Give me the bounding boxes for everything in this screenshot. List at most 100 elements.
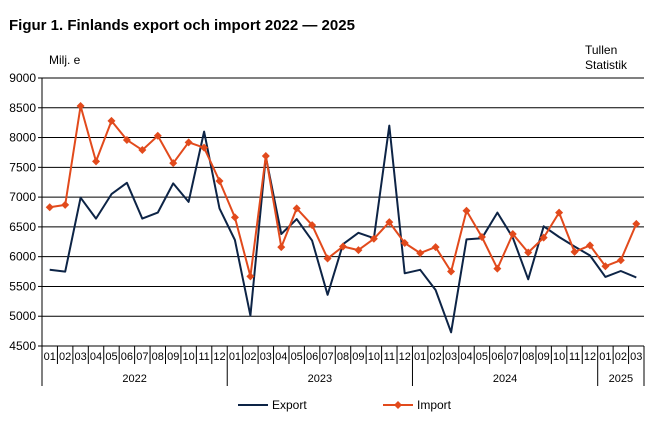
- x-tick-label: 08: [152, 351, 164, 363]
- data-point-import: [76, 101, 85, 110]
- x-tick-label: 08: [522, 351, 534, 363]
- data-point-import: [153, 131, 162, 140]
- x-tick-label: 01: [44, 351, 56, 363]
- legend-label-import: Import: [417, 398, 452, 412]
- x-tick-label: 03: [630, 351, 642, 363]
- data-point-import: [339, 242, 347, 251]
- source-line-2: Statistik: [585, 58, 628, 72]
- grid-lines: [42, 77, 644, 317]
- series-line-import: [49, 105, 638, 278]
- x-tick-label: 05: [291, 351, 303, 363]
- source-line-1: Tullen: [585, 43, 618, 57]
- series-group: [45, 101, 641, 334]
- chart-title: Figur 1. Finlands export och import 2022…: [9, 17, 355, 34]
- data-point-import: [601, 262, 610, 271]
- x-tick-label: 07: [136, 351, 148, 363]
- data-point-import: [508, 230, 517, 239]
- x-tick-label: 02: [615, 351, 627, 363]
- x-tick-label: 07: [507, 351, 519, 363]
- x-tick-label: 10: [183, 351, 195, 363]
- legend: Export Import: [238, 398, 452, 412]
- x-tick-label: 11: [569, 351, 580, 363]
- data-point-import: [400, 238, 409, 247]
- data-point-import: [215, 177, 224, 186]
- x-tick-label: 08: [337, 351, 349, 363]
- y-tick-label: 5500: [9, 279, 36, 293]
- y-axis-ticks: 4500 5000 5500 6000 6500 7000 7500 8000 8500 9000: [9, 71, 42, 353]
- data-point-import: [261, 152, 270, 161]
- y-tick-label: 9000: [9, 71, 36, 85]
- x-tick-label: 01: [599, 351, 611, 363]
- data-point-import: [632, 219, 641, 228]
- data-point-import: [493, 264, 502, 273]
- y-tick-label: 7000: [9, 190, 36, 204]
- x-tick-label: 09: [352, 351, 364, 363]
- y-tick-label: 6000: [9, 250, 36, 264]
- x-tick-label: 03: [260, 351, 272, 363]
- x-axis-ticks: 01 02 03 04 05 06 07 08 09 10 11 12 01 02 03 04 05 06 07 08…: [41, 346, 645, 386]
- y-tick-label: 6500: [9, 220, 36, 234]
- data-point-import: [184, 138, 193, 147]
- data-point-import: [555, 208, 564, 217]
- x-tick-label: 12: [399, 351, 411, 363]
- data-point-import: [477, 233, 486, 242]
- y-tick-label: 8000: [9, 131, 36, 145]
- data-point-import: [369, 234, 378, 243]
- data-point-import: [169, 159, 178, 168]
- data-point-import: [292, 204, 301, 213]
- y-tick-label: 8500: [9, 101, 36, 115]
- data-point-import: [431, 243, 440, 252]
- x-tick-label: 11: [384, 351, 395, 363]
- data-point-import: [92, 157, 101, 166]
- x-tick-label: 03: [445, 351, 457, 363]
- data-point-import: [385, 218, 394, 227]
- legend-label-export: Export: [272, 398, 307, 412]
- x-tick-label: 02: [429, 351, 441, 363]
- x-tick-label: 04: [275, 351, 287, 363]
- data-point-import: [447, 267, 456, 276]
- x-tick-label: 02: [59, 351, 71, 363]
- year-label: 2022: [122, 373, 146, 385]
- x-tick-label: 01: [229, 351, 241, 363]
- year-label: 2025: [609, 373, 633, 385]
- y-tick-label: 7500: [9, 160, 36, 174]
- data-point-import: [539, 233, 548, 242]
- x-tick-label: 10: [553, 351, 565, 363]
- x-tick-label: 06: [121, 351, 133, 363]
- data-point-import: [524, 248, 533, 257]
- year-label: 2024: [493, 373, 517, 385]
- x-tick-label: 05: [476, 351, 488, 363]
- x-tick-label: 06: [306, 351, 318, 363]
- x-tick-label: 01: [414, 351, 426, 363]
- x-tick-label: 04: [90, 351, 102, 363]
- data-point-import: [462, 206, 471, 215]
- x-tick-label: 11: [198, 351, 209, 363]
- x-tick-label: 03: [74, 351, 86, 363]
- x-tick-label: 04: [460, 351, 472, 363]
- data-point-import: [107, 116, 116, 125]
- data-point-import: [570, 247, 579, 256]
- data-point-import: [308, 221, 317, 230]
- y-axis-unit-label: Milj. e: [49, 53, 81, 67]
- data-point-import: [200, 143, 209, 152]
- data-point-import: [323, 254, 332, 263]
- x-tick-label: 12: [584, 351, 596, 363]
- y-tick-label: 4500: [9, 339, 36, 353]
- data-point-import: [585, 241, 594, 250]
- data-point-import: [246, 272, 255, 281]
- data-point-import: [277, 243, 286, 252]
- y-tick-label: 5000: [9, 309, 36, 323]
- data-point-import: [45, 203, 54, 212]
- data-point-import: [354, 246, 363, 255]
- data-point-import: [616, 256, 625, 265]
- axes: [41, 78, 644, 347]
- source-label: Tullen Statistik: [585, 43, 627, 73]
- x-tick-label: 02: [244, 351, 256, 363]
- x-tick-label: 12: [213, 351, 225, 363]
- legend-marker-import: [394, 401, 402, 409]
- data-point-import: [230, 213, 239, 222]
- year-label: 2023: [308, 373, 332, 385]
- data-point-import: [61, 200, 70, 209]
- x-tick-label: 09: [167, 351, 179, 363]
